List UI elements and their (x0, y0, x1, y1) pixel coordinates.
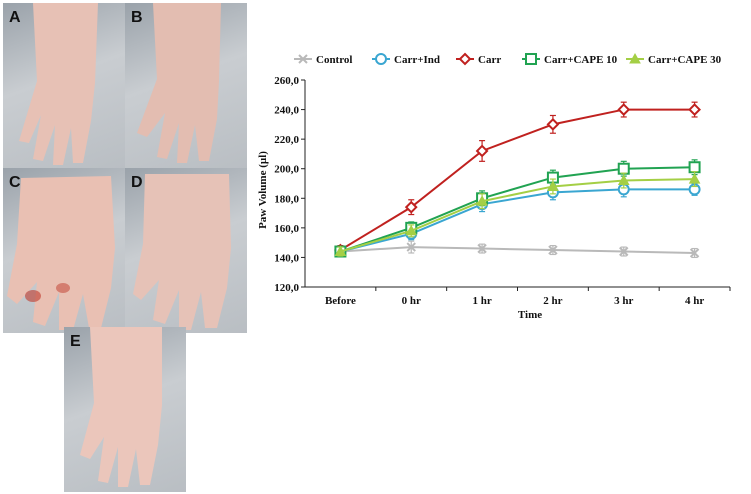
legend-item: Carr (456, 52, 501, 66)
paw-image (80, 327, 162, 487)
legend-marker (298, 54, 308, 64)
series-carr-cape-30 (334, 171, 701, 257)
legend-marker (458, 52, 472, 66)
series-line (340, 166, 695, 253)
data-point (476, 195, 488, 206)
x-tick-label: 0 hr (402, 295, 421, 307)
photo-panel-b: B (125, 3, 247, 168)
axes: 120,0 140,0 160,0 180,0 200,0 220,0 240,0 260,0… (274, 75, 731, 307)
x-tick-label: Before (325, 295, 356, 307)
y-axis-label: Paw Volume (µl) (257, 151, 269, 229)
panel-label: E (70, 333, 81, 350)
panel-label: B (131, 9, 143, 26)
legend-label: Carr+Ind (394, 54, 440, 66)
y-tick-label: 180,0 (274, 193, 299, 205)
y-tick-label: 200,0 (274, 164, 299, 176)
series-carr-cape-10 (334, 159, 701, 258)
y-tick-label: 120,0 (274, 282, 299, 294)
data-point (688, 161, 701, 174)
data-point (688, 173, 701, 184)
series-line (340, 246, 695, 254)
series-line (340, 188, 695, 253)
data-point (548, 245, 558, 255)
paw-image (137, 3, 221, 163)
data-point (688, 103, 701, 116)
legend-label: Carr (478, 54, 501, 66)
data-point (334, 245, 347, 257)
photo-panel-d: D (125, 168, 247, 333)
panel-label: A (9, 9, 21, 26)
legend-label: Carr+CAPE 10 (544, 54, 618, 66)
series-line (339, 108, 695, 251)
series-line (340, 178, 695, 253)
legend-marker (629, 52, 641, 64)
data-point (546, 117, 560, 131)
data-point (689, 248, 700, 258)
x-axis-label: Time (518, 309, 542, 321)
legend-label: Control (316, 54, 352, 66)
legend-item: Carr+Ind (372, 53, 440, 66)
legend-item: Carr+CAPE 30 (626, 52, 722, 66)
paw-image (133, 174, 231, 330)
x-tick-label: 2 hr (543, 295, 562, 307)
photo-panel-c: C (3, 168, 125, 333)
x-tick-label: 3 hr (614, 295, 633, 307)
legend-item: Carr+CAPE 10 (522, 53, 618, 66)
data-point (617, 103, 631, 116)
photo-panel-a: A (3, 3, 125, 168)
data-point (404, 200, 418, 214)
paw-volume-chart: Control Carr+Ind Carr Carr+CAPE 10 Carr+CAPE… (257, 52, 731, 321)
paw-image (19, 3, 98, 165)
y-tick-label: 140,0 (274, 252, 299, 264)
series-layer (334, 101, 701, 259)
legend: Control Carr+Ind Carr Carr+CAPE 10 Carr+CAPE… (294, 52, 722, 66)
data-point (477, 243, 487, 254)
panel-label: D (131, 174, 143, 191)
data-point (547, 180, 559, 191)
series-control (335, 240, 700, 259)
y-tick-label: 260,0 (274, 75, 299, 87)
x-tick-label: 1 hr (472, 295, 491, 307)
data-point (617, 162, 630, 175)
y-tick-label: 220,0 (274, 134, 299, 146)
legend-item: Control (294, 54, 352, 66)
data-point (405, 224, 418, 236)
paw-image (7, 176, 115, 330)
legend-marker (525, 53, 537, 65)
photo-panel-e: E (64, 327, 186, 492)
data-point (617, 174, 630, 186)
y-tick-label: 160,0 (274, 223, 299, 235)
legend-marker (375, 53, 387, 65)
x-tick-label: 4 hr (685, 295, 704, 307)
data-point (619, 246, 629, 257)
y-tick-label: 240,0 (274, 105, 299, 117)
data-point (475, 144, 489, 158)
panel-label: C (9, 174, 21, 191)
data-point (406, 242, 416, 252)
legend-label: Carr+CAPE 30 (648, 54, 722, 66)
series-carr (334, 101, 701, 257)
